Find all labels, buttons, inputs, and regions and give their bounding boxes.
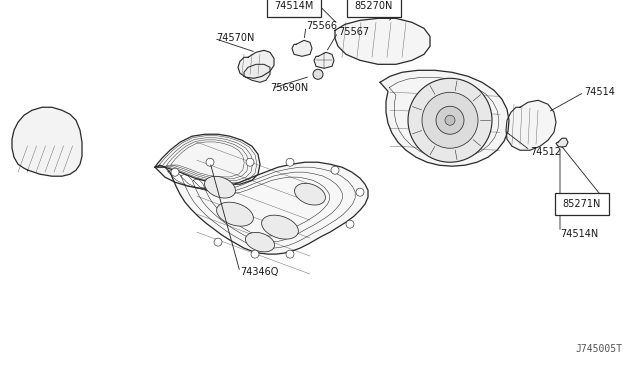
Ellipse shape — [262, 215, 298, 239]
Polygon shape — [335, 18, 430, 64]
Circle shape — [313, 69, 323, 79]
Circle shape — [331, 166, 339, 174]
Circle shape — [214, 238, 222, 246]
Ellipse shape — [216, 202, 253, 226]
Text: 75690N: 75690N — [270, 83, 308, 93]
Text: 74514M: 74514M — [275, 1, 314, 12]
Ellipse shape — [246, 232, 275, 252]
Polygon shape — [238, 50, 274, 78]
FancyBboxPatch shape — [347, 0, 401, 17]
Circle shape — [408, 78, 492, 162]
Text: 85271N: 85271N — [563, 199, 601, 209]
Ellipse shape — [294, 183, 325, 205]
Polygon shape — [155, 134, 260, 184]
Polygon shape — [506, 100, 556, 150]
Circle shape — [206, 158, 214, 166]
Polygon shape — [244, 64, 270, 82]
Circle shape — [445, 115, 455, 125]
Polygon shape — [155, 162, 368, 254]
Text: 75567: 75567 — [338, 28, 369, 37]
Circle shape — [436, 106, 464, 134]
Circle shape — [246, 158, 254, 166]
FancyBboxPatch shape — [555, 193, 609, 215]
Text: 74570N: 74570N — [216, 33, 254, 44]
Text: 85270N: 85270N — [355, 1, 393, 12]
Polygon shape — [380, 70, 509, 166]
Circle shape — [171, 168, 179, 176]
Polygon shape — [556, 138, 568, 147]
Circle shape — [356, 188, 364, 196]
Polygon shape — [314, 52, 334, 68]
Text: J745005T: J745005T — [575, 344, 622, 354]
Circle shape — [346, 220, 354, 228]
Ellipse shape — [205, 176, 236, 198]
Polygon shape — [12, 107, 82, 176]
Circle shape — [251, 250, 259, 258]
FancyBboxPatch shape — [267, 0, 321, 17]
Circle shape — [286, 158, 294, 166]
Text: 74512: 74512 — [530, 147, 561, 157]
Circle shape — [286, 250, 294, 258]
Polygon shape — [292, 40, 312, 56]
Text: 74514: 74514 — [584, 87, 615, 97]
Circle shape — [422, 92, 478, 148]
Text: 75566: 75566 — [306, 21, 337, 31]
Text: 74514N: 74514N — [560, 229, 598, 239]
Text: 74346Q: 74346Q — [240, 267, 278, 277]
